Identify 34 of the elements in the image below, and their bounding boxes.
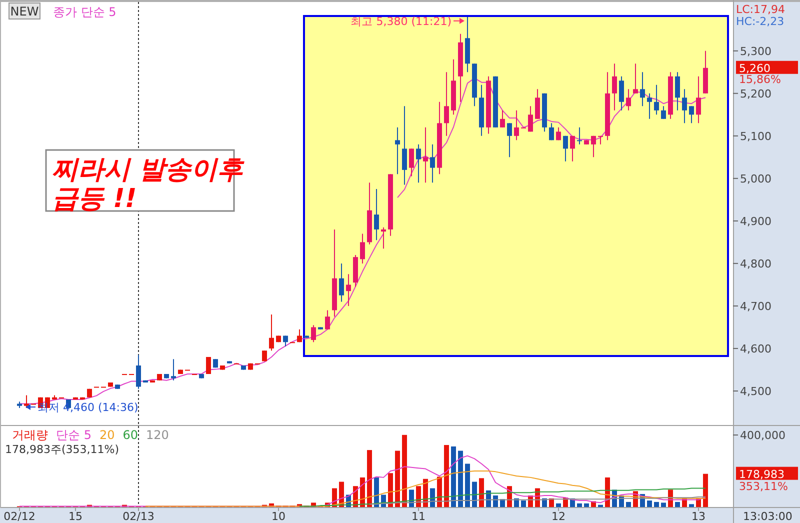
y-tick-label: 5,200 — [740, 87, 772, 100]
text: 400,000 — [740, 429, 786, 442]
annotation: 찌라시 발송이후 급등 !! — [52, 155, 246, 214]
x-tick-label: 13 — [692, 510, 706, 523]
y-tick-label: 4,800 — [740, 257, 772, 270]
annotation: NEW — [10, 4, 39, 18]
text: 20 — [99, 428, 115, 442]
annotation: 178,983주(353,11%) — [5, 443, 120, 456]
text: 120 — [146, 428, 169, 442]
y-tick-label: 4,700 — [740, 300, 772, 313]
text: 15,86% — [739, 73, 781, 86]
y-tick-label: 4,900 — [740, 214, 772, 228]
x-tick-label: 11 — [412, 510, 426, 523]
y-tick-label: 4,600 — [740, 342, 772, 356]
y-tick-label: 4,500 — [740, 384, 772, 398]
text: 단순 5 — [56, 428, 92, 442]
x-tick-label: 15 — [68, 510, 82, 523]
text: 5,260 — [739, 62, 770, 75]
x-tick-label: 02/13 — [122, 510, 154, 523]
text: 13:03:00 — [743, 510, 792, 523]
text: 60 — [122, 428, 138, 442]
text: LC:17,94 — [736, 3, 786, 16]
x-tick-label: 10 — [272, 510, 286, 523]
y-tick-label: 5,100 — [740, 130, 772, 143]
x-tick-label: 02/12 — [4, 510, 36, 523]
x-tick-label: 12 — [552, 510, 566, 523]
y-tick-label: 5,300 — [740, 44, 772, 58]
y-tick-label: 5,000 — [740, 172, 772, 186]
text: 353,11% — [739, 480, 788, 493]
text: 178,983 — [739, 468, 784, 481]
text: HC:-2,23 — [736, 15, 784, 28]
annotation: 최고 5,380 (11:21) — [350, 14, 452, 28]
text: 종가 단순 5 — [53, 5, 116, 19]
text: 거래량 — [12, 428, 48, 442]
